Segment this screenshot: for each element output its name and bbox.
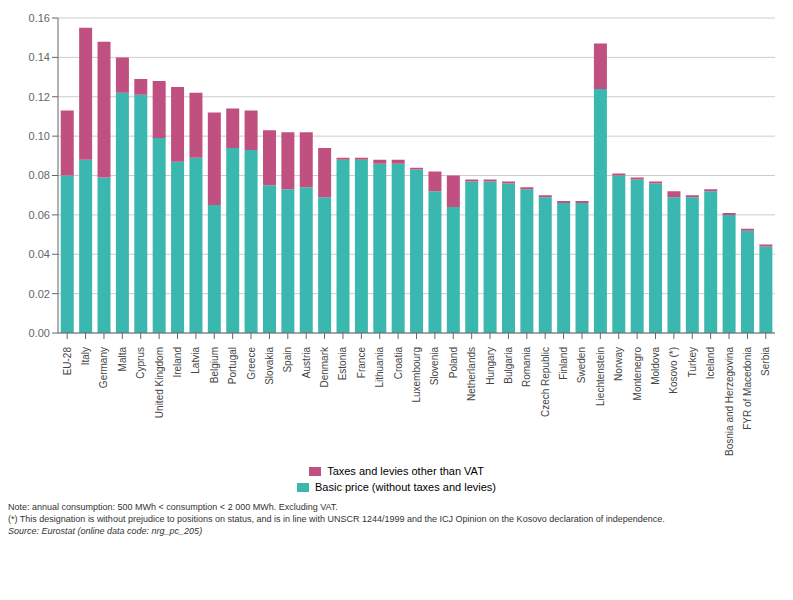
svg-text:Kosovo (*): Kosovo (*) — [668, 347, 679, 394]
svg-text:Bulgaria: Bulgaria — [503, 347, 514, 384]
svg-text:Malta: Malta — [117, 347, 128, 372]
svg-text:Hungary: Hungary — [485, 347, 496, 385]
svg-text:Liechtenstein: Liechtenstein — [595, 347, 606, 406]
svg-text:Poland: Poland — [448, 347, 459, 378]
html-text:(*) This designation is withou: (*) This designation is without prejudic… — [8, 514, 665, 524]
svg-text:0.02: 0.02 — [29, 288, 50, 300]
svg-text:Moldova: Moldova — [650, 347, 661, 385]
svg-text:Denmark: Denmark — [319, 346, 330, 388]
svg-text:Norway: Norway — [613, 347, 624, 381]
svg-text:Cyprus: Cyprus — [135, 347, 146, 379]
svg-text:Iceland: Iceland — [705, 347, 716, 379]
svg-text:0.14: 0.14 — [29, 51, 50, 63]
svg-text:0.12: 0.12 — [29, 91, 50, 103]
html-text:Note: annual consumption: 500: Note: annual consumption: 500 MWh < cons… — [8, 502, 338, 512]
svg-text:Belgium: Belgium — [209, 347, 220, 383]
svg-text:Sweden: Sweden — [576, 347, 587, 383]
svg-text:Romania: Romania — [521, 347, 532, 387]
svg-text:Luxembourg: Luxembourg — [411, 347, 422, 403]
svg-text:Croatia: Croatia — [393, 347, 404, 380]
html-text:Basic price (without taxes and: Basic price (without taxes and levies) — [315, 481, 496, 493]
svg-text:Serbia: Serbia — [760, 347, 771, 376]
svg-text:Turkey: Turkey — [687, 347, 698, 377]
svg-text:Netherlands: Netherlands — [466, 347, 477, 401]
svg-text:FYR of Macedonia: FYR of Macedonia — [742, 347, 753, 430]
html-text:Source: Eurostat (online data: Source: Eurostat (online data code: nrg_… — [8, 526, 203, 536]
svg-text:Italy: Italy — [80, 347, 91, 365]
svg-text:Estonia: Estonia — [337, 347, 348, 381]
svg-text:Slovakia: Slovakia — [264, 347, 275, 385]
svg-text:0.16: 0.16 — [29, 12, 50, 24]
svg-text:Czech Republic: Czech Republic — [540, 347, 551, 417]
svg-text:Finland: Finland — [558, 347, 569, 380]
svg-text:Latvia: Latvia — [190, 347, 201, 374]
svg-text:EU-28: EU-28 — [62, 347, 73, 376]
svg-text:0.08: 0.08 — [29, 169, 50, 181]
svg-text:Germany: Germany — [98, 347, 109, 388]
svg-text:0.00: 0.00 — [29, 327, 50, 339]
svg-text:Montenegro: Montenegro — [632, 347, 643, 401]
svg-text:Bosnia and Herzegovina: Bosnia and Herzegovina — [724, 347, 735, 456]
svg-text:Slovenia: Slovenia — [429, 347, 440, 386]
svg-text:Spain: Spain — [282, 347, 293, 373]
svg-text:United Kingdom: United Kingdom — [154, 347, 165, 418]
svg-text:0.06: 0.06 — [29, 209, 50, 221]
svg-text:France: France — [356, 347, 367, 379]
svg-text:0.04: 0.04 — [29, 248, 50, 260]
svg-text:Austria: Austria — [301, 347, 312, 379]
svg-text:Lithuania: Lithuania — [374, 347, 385, 388]
html-text:Taxes and levies other than VA: Taxes and levies other than VAT — [327, 465, 484, 477]
svg-text:Greece: Greece — [246, 347, 257, 380]
svg-text:0.10: 0.10 — [29, 130, 50, 142]
svg-text:Ireland: Ireland — [172, 347, 183, 378]
svg-text:Portugal: Portugal — [227, 347, 238, 384]
